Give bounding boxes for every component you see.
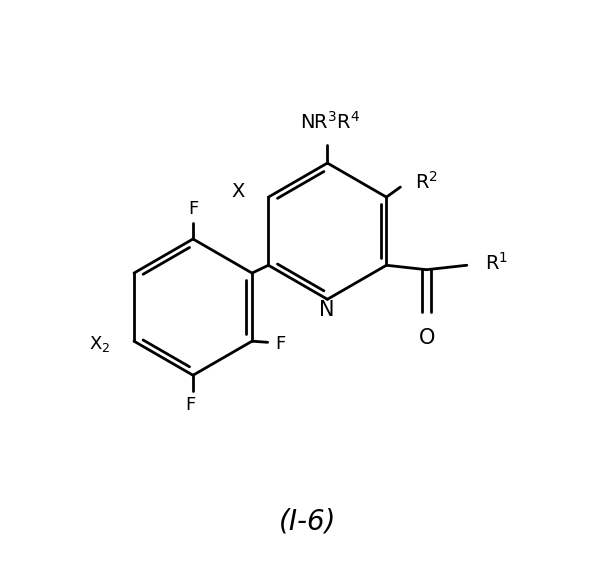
- Text: X: X: [232, 182, 245, 201]
- Text: N: N: [319, 301, 334, 320]
- Text: (I-6): (I-6): [279, 507, 336, 535]
- Text: F: F: [185, 396, 196, 415]
- Text: R$^2$: R$^2$: [416, 170, 438, 192]
- Text: F: F: [276, 335, 286, 353]
- Text: X$_2$: X$_2$: [89, 334, 111, 354]
- Text: O: O: [418, 328, 435, 349]
- Text: F: F: [188, 200, 198, 218]
- Text: R$^1$: R$^1$: [485, 252, 508, 274]
- Text: NR$^3$R$^4$: NR$^3$R$^4$: [300, 111, 360, 133]
